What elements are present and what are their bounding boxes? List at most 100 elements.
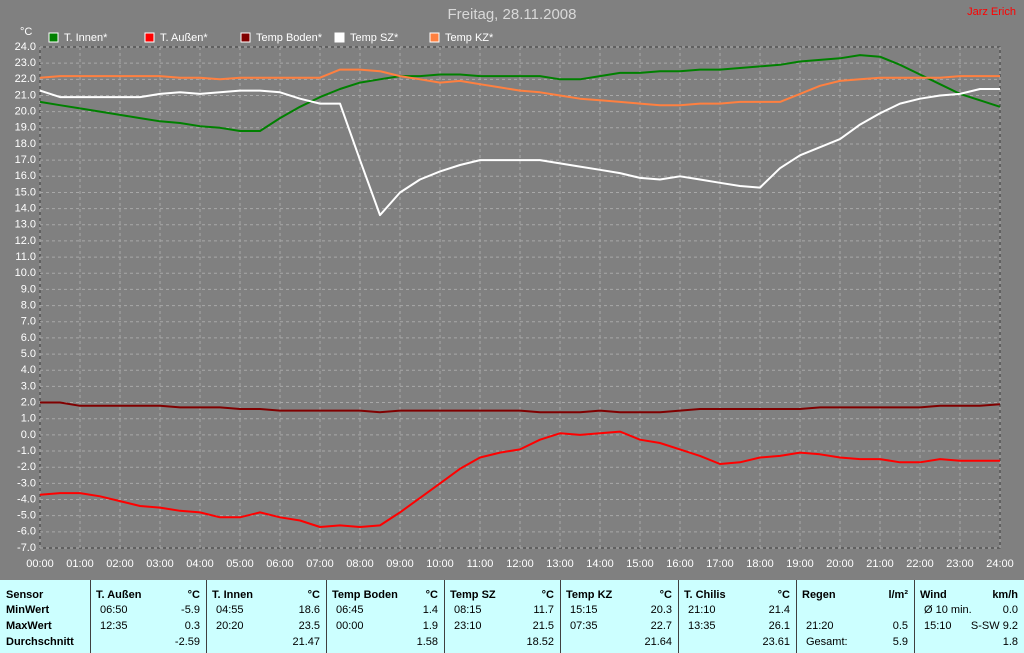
y-tick-label: 18.0 (15, 138, 36, 150)
cell-value: -2.59 (175, 636, 200, 648)
x-tick-label: 14:00 (586, 558, 614, 570)
x-tick-label: 07:00 (306, 558, 334, 570)
y-tick-label: 20.0 (15, 106, 36, 118)
cell-value: 23.61 (762, 636, 790, 648)
cell-value: 1.4 (423, 604, 438, 616)
legend-label: Temp SZ* (350, 32, 399, 44)
cell-value: 0.0 (1003, 604, 1018, 616)
x-tick-label: 09:00 (386, 558, 414, 570)
x-tick-label: 18:00 (746, 558, 774, 570)
y-tick-label: 10.0 (15, 267, 36, 279)
y-tick-label: 13.0 (15, 219, 36, 231)
stats-table (0, 580, 1024, 653)
column-header: T. Innen (212, 589, 253, 601)
series-line (39, 54, 1001, 132)
cell-value: 18.52 (526, 636, 554, 648)
x-tick-label: 04:00 (186, 558, 214, 570)
y-tick-label: 3.0 (21, 380, 36, 392)
x-tick-label: 13:00 (546, 558, 574, 570)
y-tick-label: -4.0 (17, 493, 36, 505)
table-header: Sensor (6, 589, 44, 601)
legend-swatch (144, 32, 155, 43)
cell-label: 04:55 (216, 604, 244, 616)
cell-value: -5.9 (181, 604, 200, 616)
cell-label: 15:10 (924, 620, 952, 632)
chart-title: Freitag, 28.11.2008 (448, 6, 577, 23)
cell-value: S-SW 9.2 (971, 620, 1018, 632)
cell-label: 07:35 (570, 620, 598, 632)
x-tick-label: 21:00 (866, 558, 894, 570)
column-unit: °C (778, 589, 790, 601)
y-tick-label: -1.0 (17, 445, 36, 457)
cell-value: 1.8 (1003, 636, 1018, 648)
cell-label: 15:15 (570, 604, 598, 616)
column-unit: °C (542, 589, 554, 601)
y-tick-label: 5.0 (21, 348, 36, 360)
cell-label: Gesamt: (806, 636, 848, 648)
cell-label: 13:35 (688, 620, 716, 632)
series-line (39, 430, 1000, 528)
x-tick-label: 17:00 (706, 558, 734, 570)
plot-area (39, 46, 1001, 549)
column-header: Temp Boden (332, 589, 398, 601)
y-tick-label: 9.0 (21, 283, 36, 295)
y-tick-label: 23.0 (15, 57, 36, 69)
y-tick-label: -2.0 (17, 461, 36, 473)
legend-label: T. Innen* (64, 32, 108, 44)
series-line (40, 401, 1001, 414)
y-tick-label: 11.0 (15, 251, 36, 263)
y-tick-label: 4.0 (21, 364, 36, 376)
y-tick-label: 0.0 (21, 429, 36, 441)
x-tick-label: 12:00 (506, 558, 534, 570)
legend-label: T. Außen* (160, 32, 208, 44)
y-tick-label: 22.0 (15, 73, 36, 85)
y-tick-label: 12.0 (15, 235, 36, 247)
y-tick-label: 7.0 (21, 316, 36, 328)
x-tick-label: 08:00 (346, 558, 374, 570)
y-tick-label: -6.0 (17, 526, 36, 538)
column-header: T. Außen (96, 589, 142, 601)
y-tick-label: 16.0 (15, 170, 36, 182)
y-tick-label: 24.0 (15, 41, 36, 53)
cell-value: 21.47 (292, 636, 320, 648)
y-tick-label: 17.0 (15, 154, 36, 166)
cell-value: 5.9 (893, 636, 908, 648)
column-header: Temp KZ (566, 589, 613, 601)
legend-swatch (48, 32, 59, 43)
x-tick-label: 01:00 (66, 558, 94, 570)
cell-value: 18.6 (299, 604, 320, 616)
y-tick-label: 1.0 (21, 413, 36, 425)
legend-swatch (334, 32, 345, 43)
cell-label: 21:20 (806, 620, 834, 632)
cell-value: 0.5 (893, 620, 908, 632)
column-header: Temp SZ (450, 589, 496, 601)
cell-label: 08:15 (454, 604, 482, 616)
x-tick-label: 11:00 (467, 558, 494, 570)
cell-label: 23:10 (454, 620, 482, 632)
y-tick-label: 6.0 (21, 332, 36, 344)
cell-value: 1.9 (423, 620, 438, 632)
y-tick-label: -3.0 (17, 477, 36, 489)
legend-label: Temp KZ* (445, 32, 494, 44)
cell-label: 21:10 (688, 604, 716, 616)
column-header: Wind (920, 589, 947, 601)
cell-value: 26.1 (769, 620, 790, 632)
x-tick-label: 19:00 (786, 558, 814, 570)
column-unit: °C (660, 589, 672, 601)
x-tick-label: 22:00 (906, 558, 934, 570)
cell-label: 00:00 (336, 620, 364, 632)
legend-swatch (429, 32, 440, 43)
y-tick-label: 19.0 (15, 122, 36, 134)
x-tick-label: 23:00 (946, 558, 974, 570)
y-tick-label: 14.0 (15, 203, 36, 215)
column-unit: °C (426, 589, 438, 601)
column-unit: km/h (992, 589, 1018, 601)
column-header: T. Chilis (684, 589, 726, 601)
x-tick-label: 24:00 (986, 558, 1014, 570)
cell-value: 20.3 (651, 604, 672, 616)
x-tick-label: 05:00 (226, 558, 254, 570)
x-tick-label: 02:00 (106, 558, 134, 570)
column-header: Regen (802, 589, 836, 601)
column-unit: l/m² (888, 589, 908, 601)
